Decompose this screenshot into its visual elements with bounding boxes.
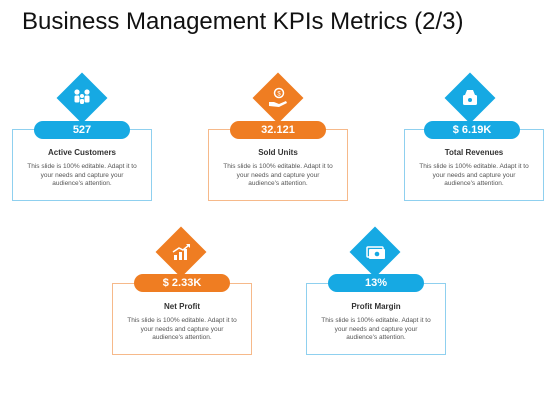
money-bag-icon (463, 90, 477, 105)
kpi-card-sold-units: Sold Units This slide is 100% editable. … (208, 129, 348, 201)
growth-chart-icon (172, 244, 190, 260)
kpi-value: $ 2.33K (134, 274, 230, 292)
kpi-label: Net Profit (164, 302, 200, 311)
kpi-card-total-revenues: Total Revenues This slide is 100% editab… (404, 129, 544, 201)
kpi-description: This slide is 100% editable. Adapt it to… (419, 163, 529, 187)
kpi-label: Profit Margin (351, 302, 401, 311)
kpi-description: This slide is 100% editable. Adapt it to… (127, 317, 237, 341)
kpi-label: Active Customers (47, 148, 117, 157)
page-title: Business Management KPIs Metrics (2/3) (22, 8, 464, 35)
kpi-value: 527 (34, 121, 130, 139)
kpi-card-active-customers: Active Customers This slide is 100% edit… (12, 129, 152, 201)
kpi-value: 32.121 (230, 121, 326, 139)
kpi-card-profit-margin: Profit Margin This slide is 100% editabl… (306, 283, 446, 355)
kpi-card-net-profit: Net Profit This slide is 100% editable. … (112, 283, 252, 355)
kpi-label: Sold Units (258, 148, 298, 157)
banknote-icon (366, 246, 385, 259)
svg-text:$: $ (277, 92, 281, 98)
kpi-description: This slide is 100% editable. Adapt it to… (27, 163, 137, 187)
kpi-description: This slide is 100% editable. Adapt it to… (223, 163, 333, 187)
people-icon (74, 89, 90, 104)
kpi-value: $ 6.19K (424, 121, 520, 139)
kpi-description: This slide is 100% editable. Adapt it to… (321, 317, 431, 341)
kpi-label: Total Revenues (444, 148, 504, 157)
kpi-value: 13% (328, 274, 424, 292)
hand-coin-icon: $ (269, 87, 287, 107)
